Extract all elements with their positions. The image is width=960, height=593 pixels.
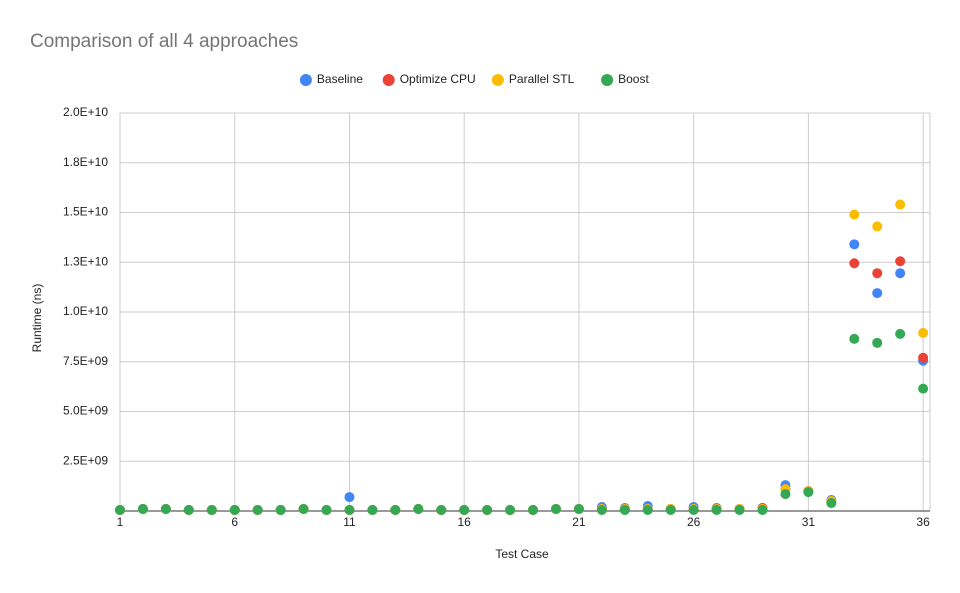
data-point <box>918 327 929 338</box>
legend-label: Boost <box>618 72 649 86</box>
data-point <box>344 505 355 516</box>
data-point <box>918 352 929 363</box>
data-point <box>849 258 860 269</box>
data-point <box>895 328 906 339</box>
data-point <box>711 505 722 516</box>
data-point <box>665 505 676 516</box>
data-point <box>137 504 148 515</box>
chart-title: Comparison of all 4 approaches <box>30 31 298 52</box>
data-point <box>895 268 906 279</box>
x-tick-label: 11 <box>343 515 356 529</box>
data-point <box>849 333 860 344</box>
x-axis-label: Test Case <box>495 547 549 561</box>
y-tick-label: 5.0E+09 <box>63 404 108 418</box>
y-tick-label: 2.5E+09 <box>63 453 108 467</box>
data-point <box>895 199 906 210</box>
legend-marker <box>299 74 312 86</box>
data-point <box>436 505 447 516</box>
data-point <box>229 505 240 516</box>
data-point <box>872 337 883 348</box>
data-point <box>206 505 217 516</box>
data-point <box>550 504 561 515</box>
legend-label: Baseline <box>317 72 363 86</box>
data-point <box>642 505 653 516</box>
data-point <box>160 504 171 515</box>
data-point <box>344 492 355 503</box>
y-axis-label: Runtime (ns) <box>30 284 44 353</box>
y-tick-label: 1.0E+10 <box>63 304 108 318</box>
data-point <box>849 239 860 250</box>
legend-label: Parallel STL <box>509 72 575 86</box>
data-point <box>482 505 493 516</box>
data-point <box>298 504 309 515</box>
data-point <box>573 504 584 515</box>
data-point <box>505 505 516 516</box>
data-point <box>459 505 470 516</box>
data-point <box>803 487 814 498</box>
data-point <box>872 268 883 279</box>
y-tick-label: 7.5E+09 <box>63 354 108 368</box>
x-tick-label: 21 <box>572 515 586 529</box>
legend: Baseline Optimize CPU Parallel STL Boost <box>299 72 649 86</box>
data-point <box>275 505 286 516</box>
y-tick-label: 1.3E+10 <box>63 254 108 268</box>
data-point <box>918 383 929 394</box>
data-point <box>780 489 791 500</box>
legend-label: Optimize CPU <box>400 72 476 86</box>
data-point <box>596 505 607 516</box>
data-point <box>183 505 194 516</box>
data-point <box>826 498 837 509</box>
data-point <box>528 505 539 516</box>
data-point <box>688 505 699 516</box>
legend-marker <box>491 74 504 86</box>
data-point <box>849 209 860 220</box>
x-tick-label: 31 <box>802 515 816 529</box>
data-point <box>757 505 768 516</box>
x-tick-label: 6 <box>231 515 238 529</box>
data-point <box>115 505 125 516</box>
y-tick-label: 1.5E+10 <box>63 205 108 219</box>
x-tick-label: 1 <box>117 515 124 529</box>
data-point <box>872 221 883 232</box>
x-tick-label: 36 <box>916 515 930 529</box>
data-point <box>619 505 630 516</box>
legend-marker <box>382 74 395 86</box>
y-tick-label: 1.8E+10 <box>63 155 108 169</box>
data-point <box>895 256 906 267</box>
x-tick-label: 16 <box>458 515 472 529</box>
x-tick-label: 26 <box>687 515 701 529</box>
data-point <box>413 504 424 515</box>
data-point <box>872 288 883 299</box>
data-point <box>734 505 745 516</box>
y-tick-label: 2.0E+10 <box>63 105 108 119</box>
data-point <box>321 505 332 516</box>
legend-marker <box>601 74 614 86</box>
data-point <box>252 505 263 516</box>
data-point <box>367 505 378 516</box>
data-point <box>390 505 401 516</box>
